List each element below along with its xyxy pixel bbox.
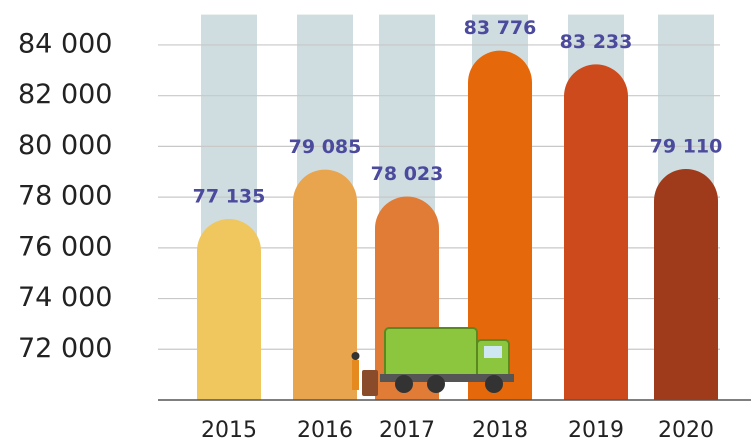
value-label: 78 023	[371, 163, 444, 185]
x-tick-label: 2015	[201, 418, 257, 441]
value-label: 79 110	[650, 135, 723, 157]
x-tick-label: 2018	[472, 418, 528, 441]
y-tick-label: 74 000	[18, 282, 112, 313]
y-tick-label: 80 000	[18, 130, 112, 161]
y-tick-label: 72 000	[18, 333, 112, 364]
y-tick-label: 82 000	[18, 79, 112, 110]
value-label: 79 085	[289, 136, 362, 158]
bar	[197, 219, 261, 400]
x-tick-label: 2019	[568, 418, 624, 441]
bar	[468, 50, 532, 401]
bar	[654, 168, 718, 400]
bar	[564, 64, 628, 400]
bar	[293, 169, 357, 400]
y-tick-label: 78 000	[18, 181, 112, 212]
y-tick-label: 84 000	[18, 28, 112, 59]
value-label: 77 135	[193, 186, 266, 208]
value-label: 83 233	[560, 31, 633, 53]
garbage-truck-icon	[351, 327, 514, 396]
y-tick-label: 76 000	[18, 231, 112, 262]
x-tick-label: 2020	[658, 418, 714, 441]
value-label: 83 776	[464, 17, 537, 39]
x-tick-label: 2016	[297, 418, 353, 441]
x-tick-label: 2017	[379, 418, 435, 441]
